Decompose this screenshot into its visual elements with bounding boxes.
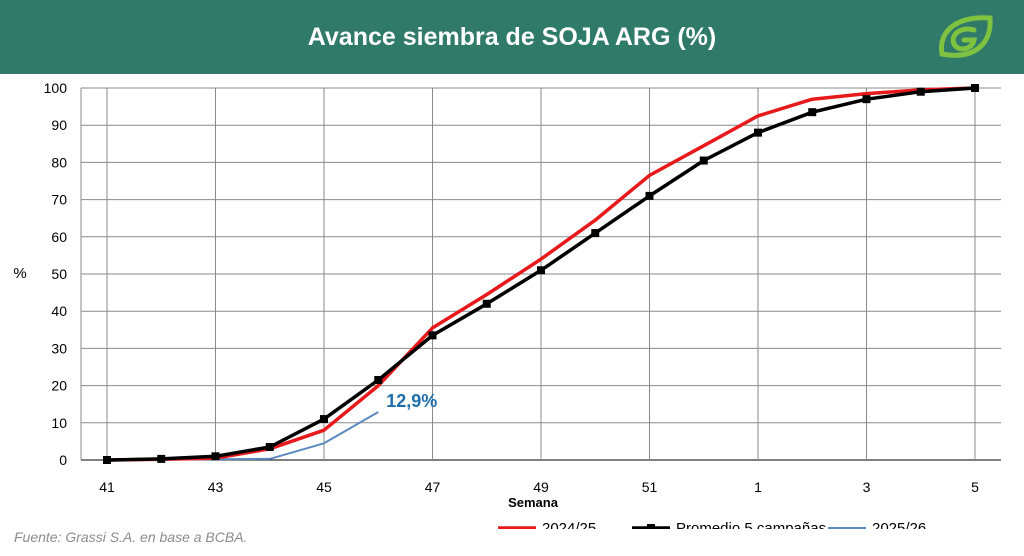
series-point (754, 128, 762, 137)
y-tick-label: 50 (51, 266, 67, 282)
x-tick-label: 47 (425, 479, 441, 495)
series-point (103, 456, 111, 464)
legend-marker (647, 524, 655, 529)
series-point (591, 229, 600, 238)
x-tick-label: 51 (642, 479, 658, 495)
series-line-2024/25 (106, 86, 976, 462)
chart-title: Avance siembra de SOJA ARG (%) (307, 22, 717, 51)
series-point (374, 376, 383, 385)
series-point (482, 299, 491, 308)
series-point (265, 442, 274, 451)
series-point (320, 415, 328, 424)
legend-label: 2025/26 (872, 520, 926, 529)
series-point (428, 331, 437, 340)
series-point (971, 84, 979, 92)
chart-area: 0 10 20 30 40 50 60 70 80 90 100 41 43 45 47 49 51 1 3 5 Sem… (13, 80, 1001, 529)
y-tick-label: 20 (51, 378, 67, 394)
x-tick-label: 43 (208, 479, 224, 495)
y-tick-label: 30 (51, 340, 67, 356)
y-tick-label: 0 (59, 452, 67, 468)
x-tick-label: 1 (754, 479, 762, 495)
leaf-g-icon (939, 15, 993, 58)
y-tick-label: 90 (51, 117, 67, 133)
annotation-label: 12,9% (386, 391, 437, 411)
x-tick-label: 41 (99, 479, 115, 495)
series-point (211, 452, 220, 461)
x-tick-label: 5 (971, 479, 979, 495)
series-point (537, 266, 545, 275)
source-note: Fuente: Grassi S.A. en base a BCBA. (14, 529, 248, 545)
legend-label: Promedio 5 campañas (676, 520, 826, 529)
y-tick-label: 70 (51, 192, 67, 208)
y-tick-label: 60 (51, 229, 67, 245)
y-axis-title: % (13, 265, 26, 282)
x-tick-label: 3 (863, 479, 871, 495)
series-point (645, 191, 654, 200)
y-tick-label: 40 (51, 303, 67, 319)
x-tick-label: 49 (533, 479, 549, 495)
x-axis-title: Semana (508, 495, 559, 510)
series-point (808, 108, 817, 117)
x-tick-label: 45 (316, 479, 332, 495)
legend-label: 2024/25 (542, 520, 596, 529)
series-point (157, 454, 166, 463)
chart-header (0, 0, 1024, 74)
series-point (699, 156, 708, 165)
y-tick-label: 100 (44, 80, 68, 96)
y-tick-label: 80 (51, 154, 67, 170)
series-point (916, 87, 925, 96)
y-tick-label: 10 (51, 415, 67, 431)
series-point (862, 95, 871, 104)
